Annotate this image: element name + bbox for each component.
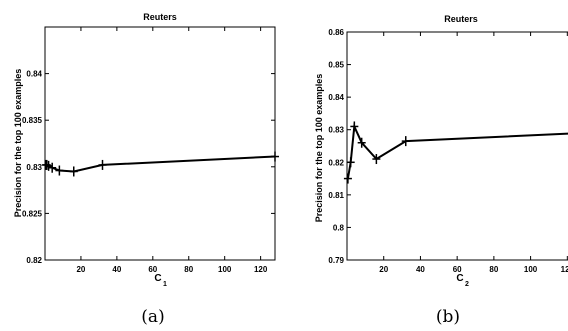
y-axis-label: Precision for the top 100 examples xyxy=(314,74,324,223)
x-axis-label-subscript: 2 xyxy=(465,281,469,288)
chart-title: Reuters xyxy=(143,12,177,22)
data-point-marker xyxy=(401,136,410,147)
x-tick-label: 20 xyxy=(76,265,85,274)
data-point-marker xyxy=(55,165,64,176)
series-line xyxy=(346,122,568,179)
chart-title: Reuters xyxy=(444,14,478,24)
x-tick-label: 80 xyxy=(489,265,498,274)
chart-panel-b: Reuters Precision for the top 100 exampl… xyxy=(314,14,568,327)
series-markers xyxy=(41,151,279,177)
x-axis-label-subscript: 1 xyxy=(163,281,167,288)
y-tick-label: 0.8 xyxy=(333,223,345,232)
axis-ticks: 20 40 60 80 100 120 0.79 0.8 0.81 0.82 0.83 0.84 0.8… xyxy=(328,28,568,274)
x-tick-label: 100 xyxy=(524,265,538,274)
y-tick-label: 0.83 xyxy=(328,126,344,135)
x-tick-label: 60 xyxy=(453,265,462,274)
data-point-marker xyxy=(271,151,279,162)
data-point-marker xyxy=(42,159,51,170)
x-tick-label: 80 xyxy=(184,265,193,274)
y-tick-label: 0.81 xyxy=(328,191,344,200)
y-tick-label: 0.835 xyxy=(22,116,43,125)
series-line xyxy=(45,155,276,173)
x-tick-label: 120 xyxy=(561,265,568,274)
y-tick-label: 0.82 xyxy=(328,158,344,167)
data-point-marker xyxy=(350,121,359,132)
y-tick-label: 0.79 xyxy=(328,256,344,265)
data-point-marker xyxy=(357,137,366,148)
plot-area-frame xyxy=(346,31,568,261)
x-tick-label: 40 xyxy=(112,265,121,274)
data-point-marker xyxy=(343,173,352,184)
axis-ticks: 20 40 60 80 100 120 0.82 0.825 0.83 0.835 0.84 xyxy=(22,27,275,274)
y-tick-label: 0.84 xyxy=(328,93,344,102)
x-tick-label: 100 xyxy=(218,265,232,274)
x-axis-label: C xyxy=(154,273,161,284)
data-point-marker xyxy=(48,162,57,173)
x-tick-label: 20 xyxy=(379,265,388,274)
x-tick-label: 120 xyxy=(254,265,268,274)
y-axis-label: Precision for the top 100 examples xyxy=(13,69,23,218)
data-point-marker xyxy=(346,157,355,168)
series-markers xyxy=(343,121,410,184)
plot-area-frame xyxy=(44,26,276,261)
y-tick-label: 0.83 xyxy=(26,163,42,172)
y-tick-label: 0.82 xyxy=(26,256,42,265)
x-axis-label: C xyxy=(456,273,463,284)
y-tick-label: 0.86 xyxy=(328,28,344,37)
chart-panel-a: Reuters Precision for the top 100 exampl… xyxy=(13,12,279,327)
data-point-marker xyxy=(372,154,381,165)
x-tick-label: 60 xyxy=(148,265,157,274)
data-point-marker xyxy=(69,166,78,177)
x-axis-label-main: C xyxy=(154,273,161,284)
y-tick-label: 0.85 xyxy=(328,61,344,70)
panel-caption: (a) xyxy=(141,307,164,327)
y-tick-label: 0.825 xyxy=(22,209,43,218)
data-point-marker xyxy=(44,160,53,171)
y-tick-label: 0.84 xyxy=(26,70,42,79)
data-point-marker xyxy=(98,159,107,170)
x-tick-label: 40 xyxy=(416,265,425,274)
panel-caption: (b) xyxy=(436,307,460,327)
x-axis-label-main: C xyxy=(456,273,463,284)
